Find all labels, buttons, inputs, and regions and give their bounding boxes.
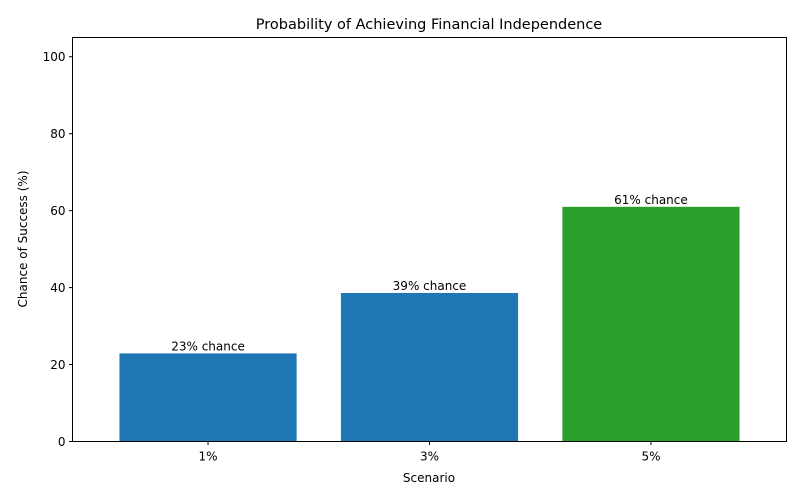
bar-value-label: 61% chance xyxy=(614,193,688,207)
chart-title: Probability of Achieving Financial Indep… xyxy=(256,17,603,33)
bar-value-label: 39% chance xyxy=(393,279,467,293)
y-axis-label: Chance of Success (%) xyxy=(16,170,30,307)
axes-frame xyxy=(72,37,787,442)
x-tick-label: 3% xyxy=(420,450,439,464)
bar-1 xyxy=(119,353,297,442)
x-axis: 1% 3% 5% xyxy=(199,441,660,464)
y-tick-label: 80 xyxy=(50,127,65,141)
y-tick-label: 40 xyxy=(50,281,65,295)
y-axis: 0 20 40 60 80 100 xyxy=(43,50,73,449)
bar-labels-group: 23% chance 39% chance 61% chance xyxy=(171,193,688,354)
x-axis-label: Scenario xyxy=(403,471,455,485)
bar-3 xyxy=(562,206,740,442)
bars-group xyxy=(119,206,740,442)
y-tick-label: 60 xyxy=(50,204,65,218)
y-tick-label: 0 xyxy=(58,435,66,449)
y-tick-label: 20 xyxy=(50,358,65,372)
x-tick-label: 5% xyxy=(641,450,660,464)
y-tick-label: 100 xyxy=(43,50,66,64)
bar-2 xyxy=(340,292,519,442)
x-tick-label: 1% xyxy=(199,450,218,464)
bar-value-label: 23% chance xyxy=(171,339,245,353)
